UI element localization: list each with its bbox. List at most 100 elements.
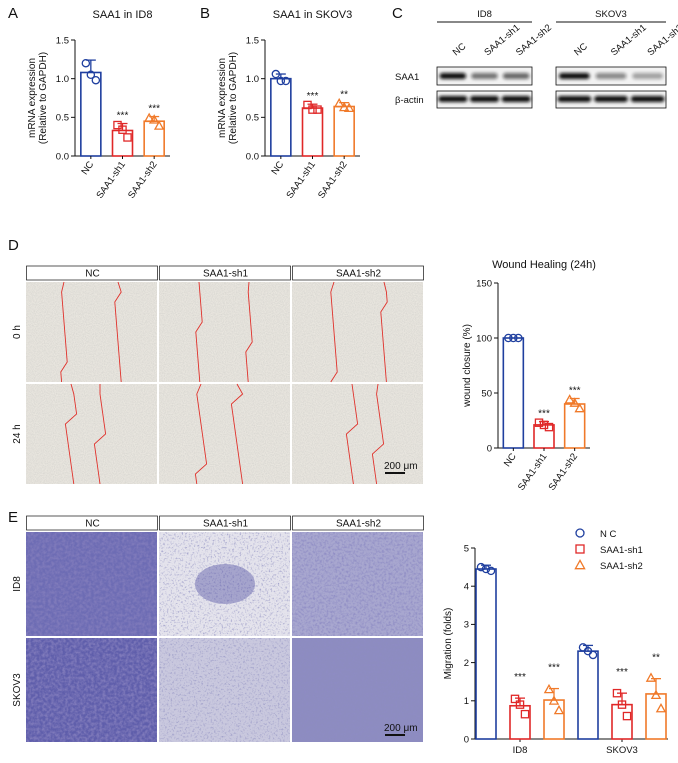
data-point (153, 120, 165, 130)
chart-title: SAA1 in ID8 (93, 9, 153, 21)
data-point (271, 69, 281, 79)
data-point (553, 704, 565, 715)
chart-title: Wound Healing (24h) (492, 259, 596, 271)
scale-bar-label: 200 μm (384, 723, 418, 734)
y-tick-label: 3 (464, 620, 469, 631)
bar (475, 568, 497, 740)
wound-edge-line (60, 281, 68, 383)
image-row-label: SKOV3 (12, 673, 23, 707)
wound-image-texture (26, 384, 157, 484)
blot-row-label: β-actin (395, 95, 424, 106)
significance-label: *** (514, 672, 526, 683)
bar (80, 71, 102, 157)
transwell-image-texture (159, 532, 290, 636)
legend-marker (575, 544, 585, 554)
wound-edge-line (371, 383, 385, 485)
data-point (539, 420, 549, 430)
data-point (308, 105, 317, 114)
significance-label: ** (340, 90, 348, 101)
blot-band-saa1 (558, 73, 590, 79)
image-column-header (292, 515, 424, 531)
blot-band-actin (438, 96, 468, 102)
data-point (123, 133, 132, 142)
y-axis-label: (Relative to GAPDH) (38, 52, 49, 144)
data-point (113, 120, 122, 130)
image-row-label: 0 h (12, 325, 23, 339)
panel-letter-c: C (392, 5, 403, 22)
x-tick-label: SAA1-sh1 (284, 159, 318, 200)
image-column-label: SAA1-sh1 (203, 269, 248, 280)
y-tick-label: 0.0 (246, 151, 259, 162)
bar (270, 77, 292, 157)
y-tick-label: 2 (464, 658, 469, 669)
blot-row-label: SAA1 (395, 72, 419, 83)
y-tick-label: 0.0 (56, 151, 69, 162)
wound-image-texture (292, 384, 423, 484)
blot-band-actin (630, 96, 665, 102)
legend-marker (575, 528, 585, 538)
blot-band-actin (594, 96, 628, 102)
data-point (281, 76, 291, 86)
panel-letter-a: A (8, 5, 18, 22)
wound-edge-line (195, 281, 203, 383)
x-tick-label: NC (269, 159, 286, 177)
wound-image-texture (292, 282, 423, 382)
data-point (143, 112, 155, 123)
blot-lane-label: SAA1-sh2 (646, 22, 678, 58)
significance-label: ** (652, 653, 660, 664)
blot-band-actin (501, 96, 531, 102)
data-point (476, 562, 486, 572)
y-axis-label: mRNA expression (217, 58, 228, 138)
data-point (81, 58, 91, 68)
significance-label: *** (148, 104, 160, 115)
blot-lane-label: NC (572, 41, 590, 58)
y-tick-label: 1.0 (56, 74, 69, 85)
data-point (612, 688, 622, 698)
data-point (333, 97, 345, 108)
wound-edge-line (93, 384, 107, 485)
data-point (543, 683, 555, 694)
blot-lane-label: SAA1-sh1 (609, 22, 649, 58)
wound-edge-line (330, 281, 338, 383)
data-point (313, 105, 322, 114)
chart-d-wound-healing: Wound Healing (24h) 0 50 100 150 wound closur… (462, 259, 596, 493)
blot-band-actin (469, 96, 500, 102)
x-tick-label: SKOV3 (606, 745, 638, 756)
image-column-label: SAA1-sh1 (203, 519, 248, 530)
data-point (514, 333, 523, 343)
x-tick-label: SAA1-sh1 (94, 159, 128, 200)
transwell-image-grid: NC SAA1-sh1 SAA1-sh2 ID8 SKOV3 200 μm (12, 515, 424, 742)
x-tick-label: SAA1-sh1 (516, 451, 550, 492)
data-point (148, 114, 160, 124)
bar (577, 650, 599, 740)
data-point (338, 101, 350, 112)
image-column-label: SAA1-sh2 (336, 519, 381, 530)
chart-b-saa1-skov3: SAA1 in SKOV3 0.0 0.5 1.0 1.5 mRNA expression… (217, 9, 360, 201)
image-row-label: 24 h (12, 424, 23, 443)
y-tick-label: 0 (487, 443, 492, 454)
significance-label: *** (307, 91, 319, 102)
wound-healing-image-grid: NC SAA1-sh1 SAA1-sh2 0 h 24 h 200 μm (12, 265, 424, 485)
y-tick-label: 4 (464, 582, 469, 593)
y-axis-label: (Relative to GAPDH) (228, 52, 239, 144)
panel-letter-e: E (8, 509, 18, 526)
transwell-image-texture (26, 638, 157, 742)
y-axis-label: mRNA expression (27, 58, 38, 138)
x-tick-label: SAA1-sh2 (126, 159, 160, 200)
wound-edge-line (230, 383, 244, 485)
data-point (481, 564, 491, 574)
image-column-header (292, 265, 424, 281)
chart-title: SAA1 in SKOV3 (273, 9, 353, 21)
data-point (564, 394, 575, 404)
data-point (569, 397, 580, 407)
bar (333, 105, 355, 157)
y-tick-label: 0.5 (246, 113, 259, 124)
image-column-label: NC (85, 269, 99, 280)
y-axis-label: Migration (folds) (443, 608, 454, 680)
data-point (118, 125, 127, 134)
scale-bar-label: 200 μm (384, 461, 418, 472)
data-point (655, 702, 667, 713)
blot-band-saa1 (595, 73, 627, 79)
